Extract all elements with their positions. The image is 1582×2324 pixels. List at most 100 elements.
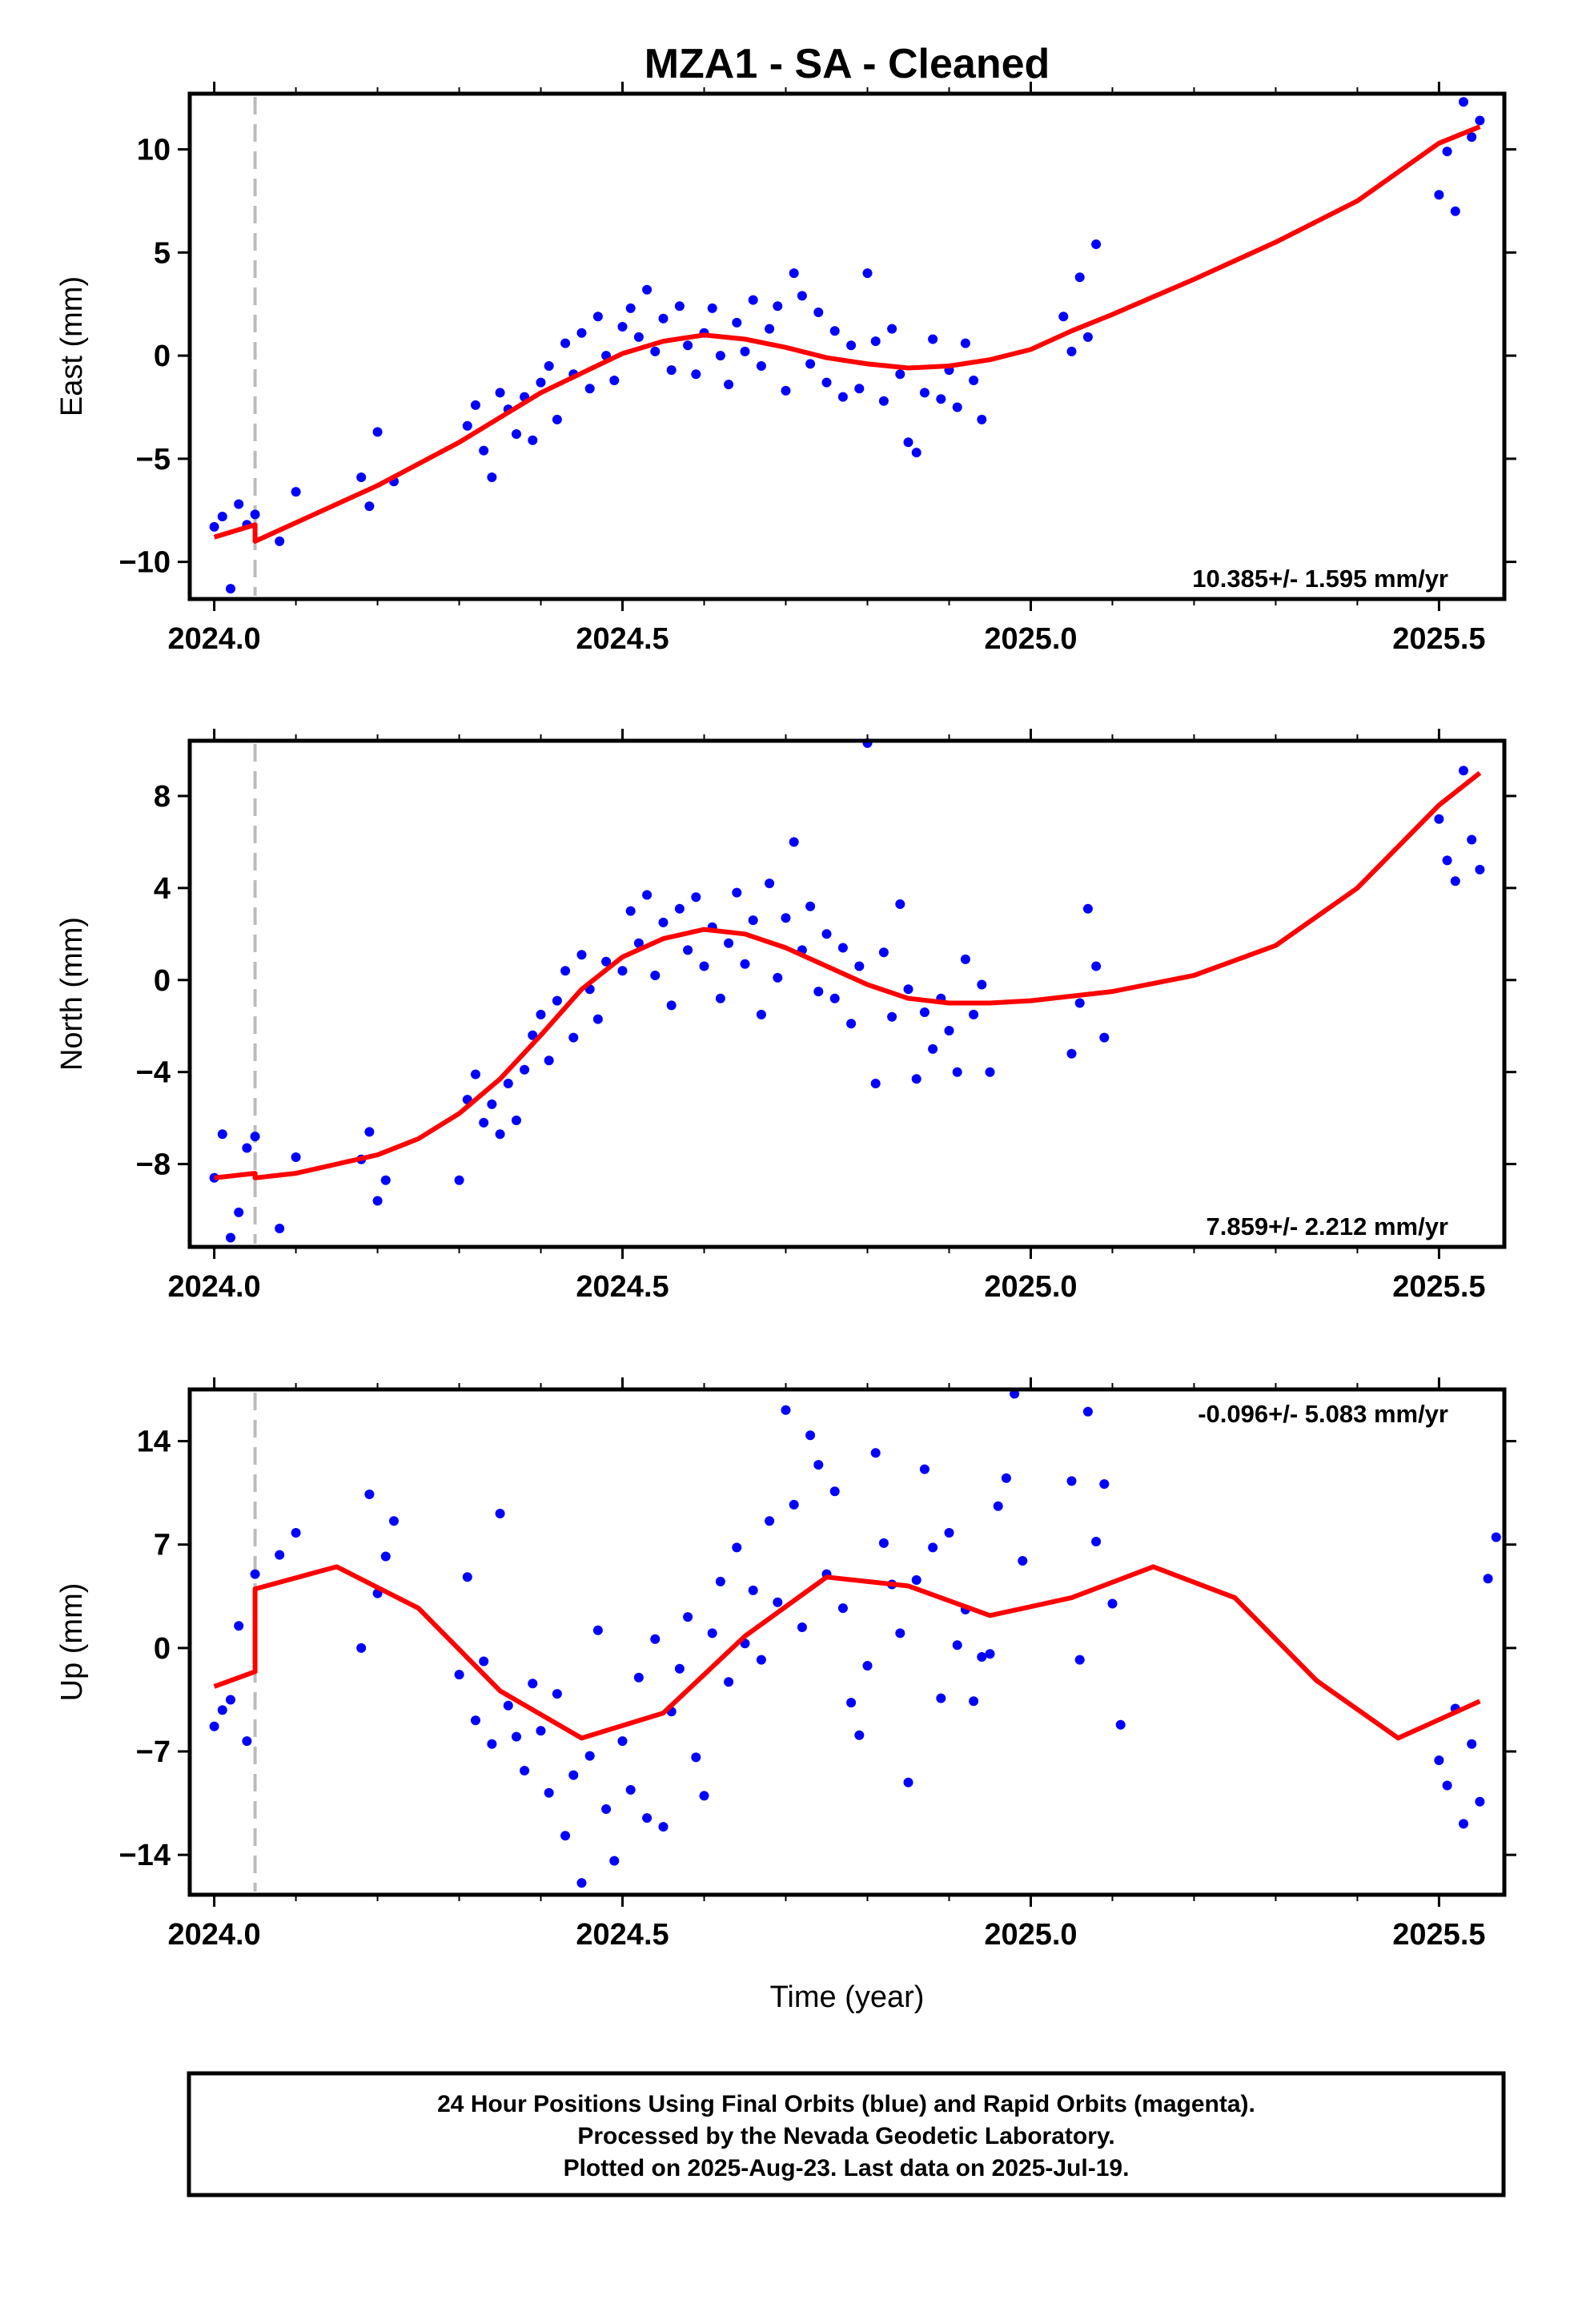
- east-data-point: [544, 361, 554, 371]
- figure-title: MZA1 - SA - Cleaned: [644, 41, 1050, 87]
- up-data-point: [592, 1625, 603, 1635]
- east-data-point: [356, 472, 367, 482]
- east-data-point: [536, 377, 546, 388]
- east-data-point: [666, 365, 677, 376]
- east-data-point: [707, 303, 717, 313]
- north-rate-label: 7.859+/- 2.212 mm/yr: [1207, 1212, 1448, 1240]
- north-data-point: [234, 1207, 244, 1217]
- up-y-tick-label: 14: [137, 1425, 171, 1459]
- east-data-point: [1434, 190, 1444, 200]
- east-data-point: [821, 377, 832, 388]
- north-data-point: [275, 1224, 285, 1233]
- north-y-axis-label: North (mm): [55, 917, 89, 1071]
- north-data-point: [813, 987, 824, 997]
- footer-box: [187, 2071, 1506, 2197]
- east-data-point: [609, 376, 620, 385]
- east-data-point: [674, 301, 685, 312]
- up-data-point: [952, 1640, 962, 1651]
- east-data-point: [1475, 115, 1485, 126]
- east-x-tick-label: 2024.0: [167, 622, 260, 656]
- up-data-point: [528, 1679, 538, 1689]
- up-y-tick-label: 7: [154, 1529, 171, 1562]
- up-data-point: [765, 1516, 775, 1526]
- up-data-point: [878, 1538, 889, 1548]
- up-data-point: [870, 1448, 881, 1458]
- east-data-point: [495, 388, 505, 398]
- east-x-tick-label: 2025.0: [984, 622, 1077, 656]
- north-data-point: [960, 954, 970, 964]
- north-data-point: [691, 892, 701, 903]
- north-data-point: [683, 945, 693, 955]
- north-data-point: [552, 995, 562, 1006]
- up-data-point: [773, 1597, 783, 1607]
- east-data-point: [592, 312, 603, 322]
- east-data-point: [895, 369, 905, 380]
- up-data-point: [928, 1542, 938, 1553]
- north-data-point: [666, 1000, 677, 1011]
- up-data-point: [707, 1628, 717, 1638]
- east-data-point: [977, 414, 987, 424]
- north-data-point: [821, 929, 832, 939]
- east-data-point: [773, 301, 783, 312]
- east-data-point: [969, 376, 979, 385]
- up-data-point: [1082, 1406, 1093, 1417]
- north-data-point: [1475, 864, 1485, 875]
- north-data-point: [699, 961, 709, 971]
- up-data-point: [462, 1572, 472, 1582]
- up-data-point: [977, 1652, 987, 1662]
- north-data-point: [781, 913, 791, 923]
- east-data-point: [928, 334, 938, 344]
- up-x-tick-label: 2025.0: [984, 1918, 1077, 1952]
- east-y-axis-label: East (mm): [55, 276, 89, 416]
- north-data-point: [919, 1007, 930, 1017]
- up-data-point: [854, 1730, 865, 1740]
- up-data-point: [291, 1528, 301, 1538]
- up-data-point: [601, 1804, 612, 1814]
- north-data-point: [1450, 876, 1460, 887]
- north-data-point: [512, 1116, 521, 1125]
- north-x-tick-label: 2025.5: [1392, 1270, 1485, 1304]
- north-data-point: [633, 938, 644, 948]
- up-data-point: [1467, 1739, 1477, 1749]
- up-data-point: [781, 1405, 791, 1415]
- east-data-point: [691, 369, 701, 380]
- east-data-point: [756, 361, 766, 371]
- east-data-point: [372, 427, 383, 437]
- up-data-point: [536, 1726, 546, 1736]
- north-data-point: [846, 1019, 857, 1029]
- up-data-point: [1107, 1598, 1118, 1609]
- east-data-point: [1091, 239, 1102, 249]
- east-data-point: [275, 536, 285, 546]
- north-data-point: [617, 966, 628, 976]
- up-data-point: [748, 1585, 758, 1595]
- north-data-point: [544, 1055, 554, 1066]
- up-data-point: [1442, 1780, 1452, 1791]
- up-data-point: [1099, 1479, 1110, 1490]
- north-data-point: [674, 903, 685, 914]
- up-data-point: [724, 1677, 734, 1687]
- up-data-point: [1491, 1532, 1501, 1542]
- up-rate-label: -0.096+/- 5.083 mm/yr: [1198, 1400, 1448, 1428]
- north-data-point: [878, 947, 889, 958]
- north-data-point: [977, 979, 987, 990]
- east-data-point: [560, 338, 571, 348]
- east-y-tick-label: 10: [137, 134, 171, 167]
- north-data-point: [829, 993, 840, 1003]
- north-data-point: [985, 1067, 995, 1077]
- north-data-point: [724, 938, 734, 948]
- up-data-point: [919, 1464, 930, 1474]
- north-data-point: [805, 901, 816, 911]
- up-data-point: [829, 1486, 840, 1497]
- north-data-point: [732, 887, 742, 898]
- north-data-point: [568, 1032, 579, 1043]
- east-panel: 2024.0 2024.5 2025.0 2025.5 −10 −5 0 5 10 East (m…: [55, 82, 1516, 656]
- north-data-point: [1082, 903, 1093, 914]
- east-data-point: [1066, 346, 1077, 356]
- north-data-point: [625, 906, 636, 916]
- up-data-point: [813, 1460, 824, 1470]
- east-data-point: [364, 501, 375, 512]
- east-data-point: [512, 429, 521, 439]
- north-data-point: [454, 1175, 464, 1185]
- north-data-point: [601, 956, 612, 967]
- north-data-point: [291, 1152, 301, 1162]
